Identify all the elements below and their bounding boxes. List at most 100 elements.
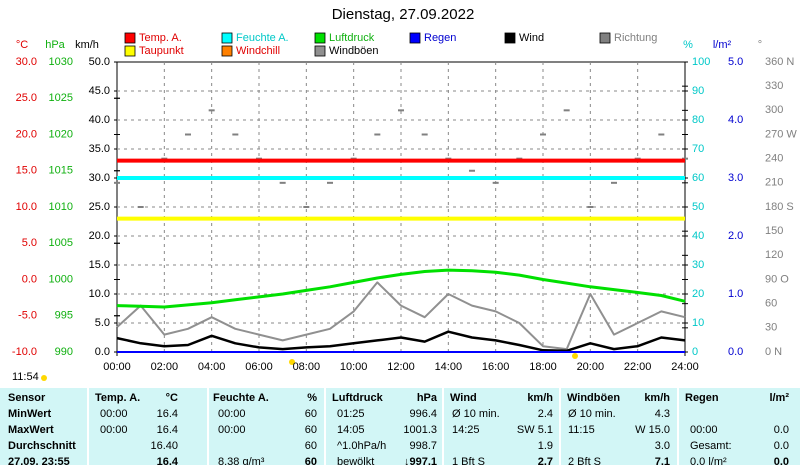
table-cell: 01:25	[337, 408, 365, 420]
day-length: 11:54	[12, 371, 39, 383]
y-tick-label: 360 N	[765, 56, 794, 68]
direction-point	[398, 109, 404, 112]
table-cell: 60	[305, 440, 317, 452]
y-tick-label: 2.0	[728, 230, 743, 242]
sun-icon	[41, 375, 47, 381]
direction-point	[469, 169, 475, 172]
table-cell: 16.4	[157, 408, 178, 420]
y-tick-label: 990	[55, 346, 73, 358]
y-tick-label: 70	[692, 143, 704, 155]
direction-point	[279, 181, 286, 184]
y-tick-label: 90 O	[765, 273, 789, 285]
y-tick-label: 0.0	[728, 346, 743, 358]
panel	[679, 388, 800, 465]
table-cell: 7.1	[655, 456, 670, 465]
y-tick-label: 50.0	[89, 56, 110, 68]
y-tick-label: 210	[765, 177, 783, 189]
table-cell: 16.4	[157, 456, 179, 465]
x-tick-label: 22:00	[624, 361, 652, 373]
y-tick-label: 1000	[49, 273, 73, 285]
y-tick-label: 300	[765, 104, 783, 116]
row-label: MinWert	[8, 408, 52, 420]
legend-label: Taupunkt	[139, 45, 184, 57]
table-cell: 60	[305, 456, 317, 465]
x-tick-label: 04:00	[198, 361, 226, 373]
y-tick-label: -10.0	[12, 346, 37, 358]
table-cell: 8.38 g/m³	[218, 456, 265, 465]
y-tick-label: 45.0	[89, 85, 110, 97]
y-tick-label: 5.0	[22, 237, 37, 249]
panel	[0, 388, 87, 465]
table-cell: 996.4	[409, 408, 437, 420]
table-header: hPa	[417, 392, 438, 404]
y-tick-label: 120	[765, 249, 783, 261]
y-tick-label: 60	[692, 172, 704, 184]
y-tick-label: 30	[692, 259, 704, 271]
y-tick-label: 50	[692, 201, 704, 213]
panel	[326, 388, 442, 465]
table-header: Temp. A.	[95, 392, 140, 404]
axis-title: hPa	[45, 39, 65, 51]
legend-swatch	[314, 32, 326, 44]
x-tick-label: 00:00	[103, 361, 131, 373]
y-tick-label: 10	[692, 317, 704, 329]
x-tick-label: 18:00	[529, 361, 557, 373]
y-tick-label: 3.0	[728, 172, 743, 184]
table-header: Feuchte A.	[213, 392, 269, 404]
table-cell: Gesamt:	[690, 440, 732, 452]
axis-title: °	[758, 39, 762, 51]
row-label: MaxWert	[8, 424, 54, 436]
y-tick-label: 1020	[49, 128, 73, 140]
table-cell: 1001.3	[403, 424, 437, 436]
y-tick-label: 10.0	[16, 201, 37, 213]
panel	[89, 388, 207, 465]
table-header: Regen	[685, 392, 719, 404]
y-tick-label: 0 N	[765, 346, 782, 358]
table-cell: 0.0	[774, 424, 789, 436]
table-cell: 0.0	[774, 456, 789, 465]
table-cell: 14:25	[452, 424, 480, 436]
axis-title: %	[683, 39, 693, 51]
axis-title: l/m²	[713, 39, 732, 51]
y-tick-label: 1025	[49, 92, 73, 104]
panel	[209, 388, 324, 465]
direction-point	[185, 133, 191, 136]
legend-label: Luftdruck	[329, 32, 375, 44]
x-tick-label: 14:00	[435, 361, 463, 373]
x-tick-label: 02:00	[151, 361, 179, 373]
table-cell: SW 5.1	[517, 424, 553, 436]
direction-point	[563, 109, 570, 112]
table-cell: 4.3	[655, 408, 670, 420]
table-cell: 998.7	[409, 440, 437, 452]
table-header: Windböen	[567, 392, 620, 404]
y-tick-label: 1010	[49, 201, 73, 213]
table-header: Luftdruck	[332, 392, 384, 404]
table-cell: 11:15	[568, 424, 595, 436]
y-tick-label: 1.0	[728, 288, 743, 300]
table-cell: 00:00	[690, 424, 718, 436]
direction-point	[232, 133, 239, 136]
x-tick-label: 08:00	[293, 361, 321, 373]
x-tick-label: 12:00	[387, 361, 415, 373]
y-tick-label: 330	[765, 80, 783, 92]
direction-point	[421, 133, 428, 136]
table-cell: W 15.0	[635, 424, 670, 436]
y-tick-label: 30.0	[16, 56, 37, 68]
direction-point	[540, 133, 546, 136]
table-cell: 16.40	[150, 440, 178, 452]
legend-swatch	[409, 32, 421, 44]
table-header: l/m²	[769, 392, 789, 404]
axis-title: km/h	[75, 39, 99, 51]
y-tick-label: 10.0	[89, 288, 110, 300]
y-tick-label: 100	[692, 56, 710, 68]
y-tick-label: 90	[692, 85, 704, 97]
y-tick-label: 30	[765, 322, 777, 334]
legend-swatch	[221, 45, 233, 57]
direction-point	[327, 181, 333, 184]
y-tick-label: 270 W	[765, 128, 797, 140]
direction-point	[492, 181, 499, 184]
y-tick-label: 40.0	[89, 114, 110, 126]
sunset-marker	[572, 353, 578, 359]
table-header: Wind	[450, 392, 477, 404]
